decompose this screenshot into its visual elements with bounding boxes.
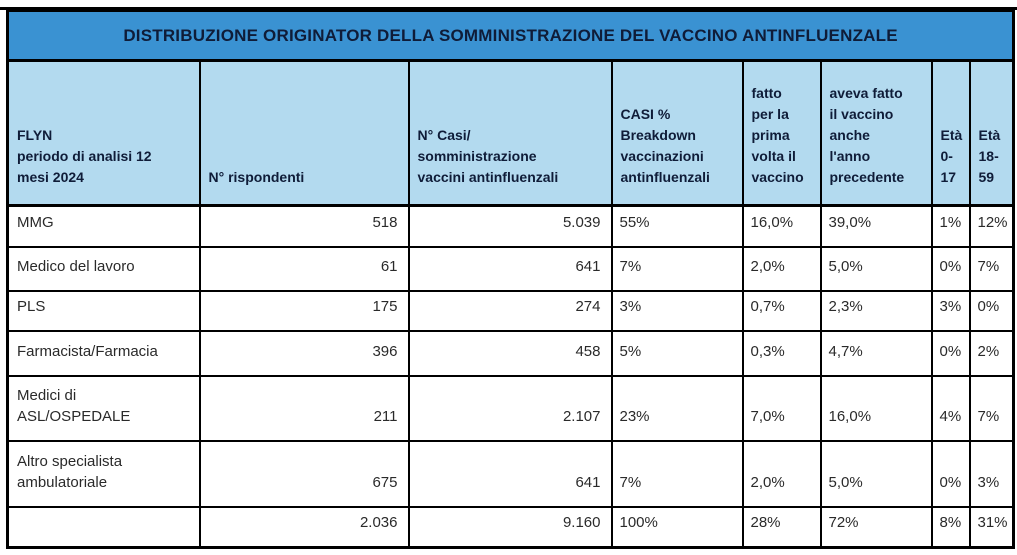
data-cell: 9.160 bbox=[407, 505, 613, 548]
data-cell: 458 bbox=[407, 329, 613, 377]
data-cell: 72% bbox=[819, 505, 933, 548]
vaccine-distribution-table: DISTRIBUZIONE ORIGINATOR DELLA SOMMINIST… bbox=[6, 9, 1016, 549]
data-cell: 5,0% bbox=[819, 439, 933, 508]
data-cell: 0,7% bbox=[741, 289, 822, 332]
data-cell: 2.107 bbox=[407, 374, 613, 442]
data-cell: 0,3% bbox=[741, 329, 822, 377]
data-cell: 7,0% bbox=[741, 374, 822, 442]
data-cell: 641 bbox=[407, 245, 613, 292]
data-cell: 23% bbox=[610, 374, 744, 442]
data-cell: 12% bbox=[968, 204, 1015, 248]
top-rule bbox=[0, 7, 1017, 10]
column-header-previous-year: aveva fatto il vaccino anche l'anno prec… bbox=[819, 59, 933, 207]
column-header-cases: N° Casi/ somministrazione vaccini antinf… bbox=[407, 59, 613, 207]
data-cell: 5.039 bbox=[407, 204, 613, 248]
data-cell: 7% bbox=[968, 245, 1015, 292]
column-header-age-0-17: Età 0- 17 bbox=[930, 59, 971, 207]
data-cell: 7% bbox=[610, 245, 744, 292]
data-cell: 2,3% bbox=[819, 289, 933, 332]
data-cell: 1% bbox=[930, 204, 971, 248]
table-row-mmg: MMG 518 5.039 55% 16,0% 39,0% 1% 12% bbox=[6, 204, 1015, 248]
row-label-cell: Medico del lavoro bbox=[6, 245, 201, 292]
data-cell: 0% bbox=[930, 245, 971, 292]
data-cell: 0% bbox=[968, 289, 1015, 332]
column-header-respondents: N° rispondenti bbox=[198, 59, 410, 207]
data-cell: 274 bbox=[407, 289, 613, 332]
data-cell: 3% bbox=[930, 289, 971, 332]
data-cell: 211 bbox=[198, 374, 410, 442]
row-label-cell: PLS bbox=[6, 289, 201, 332]
row-label-cell: Medici di ASL/OSPEDALE bbox=[6, 374, 201, 442]
data-cell: 4,7% bbox=[819, 329, 933, 377]
table-row-pls: PLS 175 274 3% 0,7% 2,3% 3% 0% bbox=[6, 289, 1015, 332]
data-cell: 7% bbox=[610, 439, 744, 508]
data-cell: 3% bbox=[968, 439, 1015, 508]
table-row-totals: 2.036 9.160 100% 28% 72% 8% 31% bbox=[6, 505, 1015, 548]
data-cell: 396 bbox=[198, 329, 410, 377]
table-row-farmacista: Farmacista/Farmacia 396 458 5% 0,3% 4,7%… bbox=[6, 329, 1015, 377]
table-row-medico-del-lavoro: Medico del lavoro 61 641 7% 2,0% 5,0% 0%… bbox=[6, 245, 1015, 292]
data-cell: 55% bbox=[610, 204, 744, 248]
data-cell: 61 bbox=[198, 245, 410, 292]
data-cell: 2.036 bbox=[198, 505, 410, 548]
table-header-row: FLYN periodo di analisi 12 mesi 2024 N° … bbox=[6, 59, 1015, 207]
column-header-age-18-59: Età 18- 59 bbox=[968, 59, 1015, 207]
data-cell: 2,0% bbox=[741, 439, 822, 508]
data-cell: 3% bbox=[610, 289, 744, 332]
data-cell: 5% bbox=[610, 329, 744, 377]
data-cell: 16,0% bbox=[819, 374, 933, 442]
data-cell: 518 bbox=[198, 204, 410, 248]
data-cell: 4% bbox=[930, 374, 971, 442]
table-row-medici-asl-ospedale: Medici di ASL/OSPEDALE 211 2.107 23% 7,0… bbox=[6, 374, 1015, 442]
data-cell: 641 bbox=[407, 439, 613, 508]
data-cell: 16,0% bbox=[741, 204, 822, 248]
table-title: DISTRIBUZIONE ORIGINATOR DELLA SOMMINIST… bbox=[6, 9, 1015, 62]
column-header-first-time: fatto per la prima volta il vaccino bbox=[741, 59, 822, 207]
data-cell: 5,0% bbox=[819, 245, 933, 292]
data-cell: 8% bbox=[930, 505, 971, 548]
data-cell: 28% bbox=[741, 505, 822, 548]
data-cell: 31% bbox=[968, 505, 1015, 548]
data-cell: 0% bbox=[930, 329, 971, 377]
data-cell: 39,0% bbox=[819, 204, 933, 248]
data-cell: 175 bbox=[198, 289, 410, 332]
data-cell: 2,0% bbox=[741, 245, 822, 292]
data-cell: 2% bbox=[968, 329, 1015, 377]
column-header-flyn-period: FLYN periodo di analisi 12 mesi 2024 bbox=[6, 59, 201, 207]
data-cell: 7% bbox=[968, 374, 1015, 442]
row-label-cell bbox=[6, 505, 201, 548]
row-label-cell: Altro specialista ambulatoriale bbox=[6, 439, 201, 508]
data-cell: 675 bbox=[198, 439, 410, 508]
row-label-cell: Farmacista/Farmacia bbox=[6, 329, 201, 377]
table-title-row: DISTRIBUZIONE ORIGINATOR DELLA SOMMINIST… bbox=[6, 9, 1015, 62]
column-header-cases-pct: CASI % Breakdown vaccinazioni antinfluen… bbox=[610, 59, 744, 207]
table-row-altro-specialista: Altro specialista ambulatoriale 675 641 … bbox=[6, 439, 1015, 508]
data-cell: 100% bbox=[610, 505, 744, 548]
data-cell: 0% bbox=[930, 439, 971, 508]
row-label-cell: MMG bbox=[6, 204, 201, 248]
